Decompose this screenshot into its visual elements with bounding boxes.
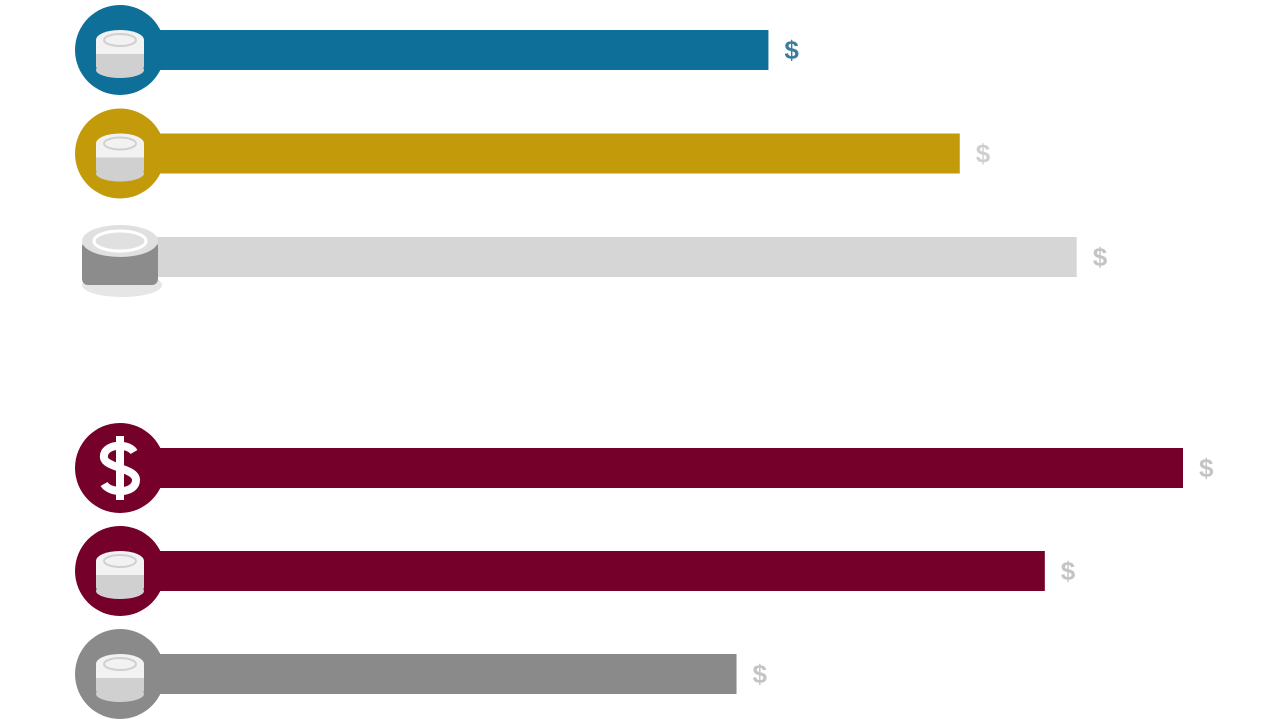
icon [75, 526, 165, 616]
icon [82, 225, 162, 297]
bar [120, 133, 960, 174]
can-bottom [96, 686, 144, 702]
can-bottom [96, 165, 144, 182]
bar [120, 654, 737, 694]
bar [120, 237, 1077, 277]
bar [120, 551, 1045, 591]
icon [75, 5, 165, 95]
value-label: $ [753, 659, 768, 689]
icon [75, 108, 165, 199]
icon [75, 423, 165, 513]
value-label: $ [784, 35, 799, 65]
can-lid [103, 136, 137, 151]
bar [120, 448, 1183, 488]
can-bottom [96, 583, 144, 599]
can-lid [92, 229, 148, 253]
can-lid [103, 33, 137, 47]
value-label: $ [1093, 242, 1108, 272]
icon [75, 629, 165, 719]
value-label: $ [976, 138, 991, 168]
can-lid [103, 554, 137, 568]
can-lid [103, 657, 137, 671]
can-bottom [96, 62, 144, 78]
dollar-icon [100, 436, 141, 500]
value-label: $ [1061, 556, 1076, 586]
bar [120, 30, 769, 70]
value-label: $ [1199, 453, 1214, 483]
